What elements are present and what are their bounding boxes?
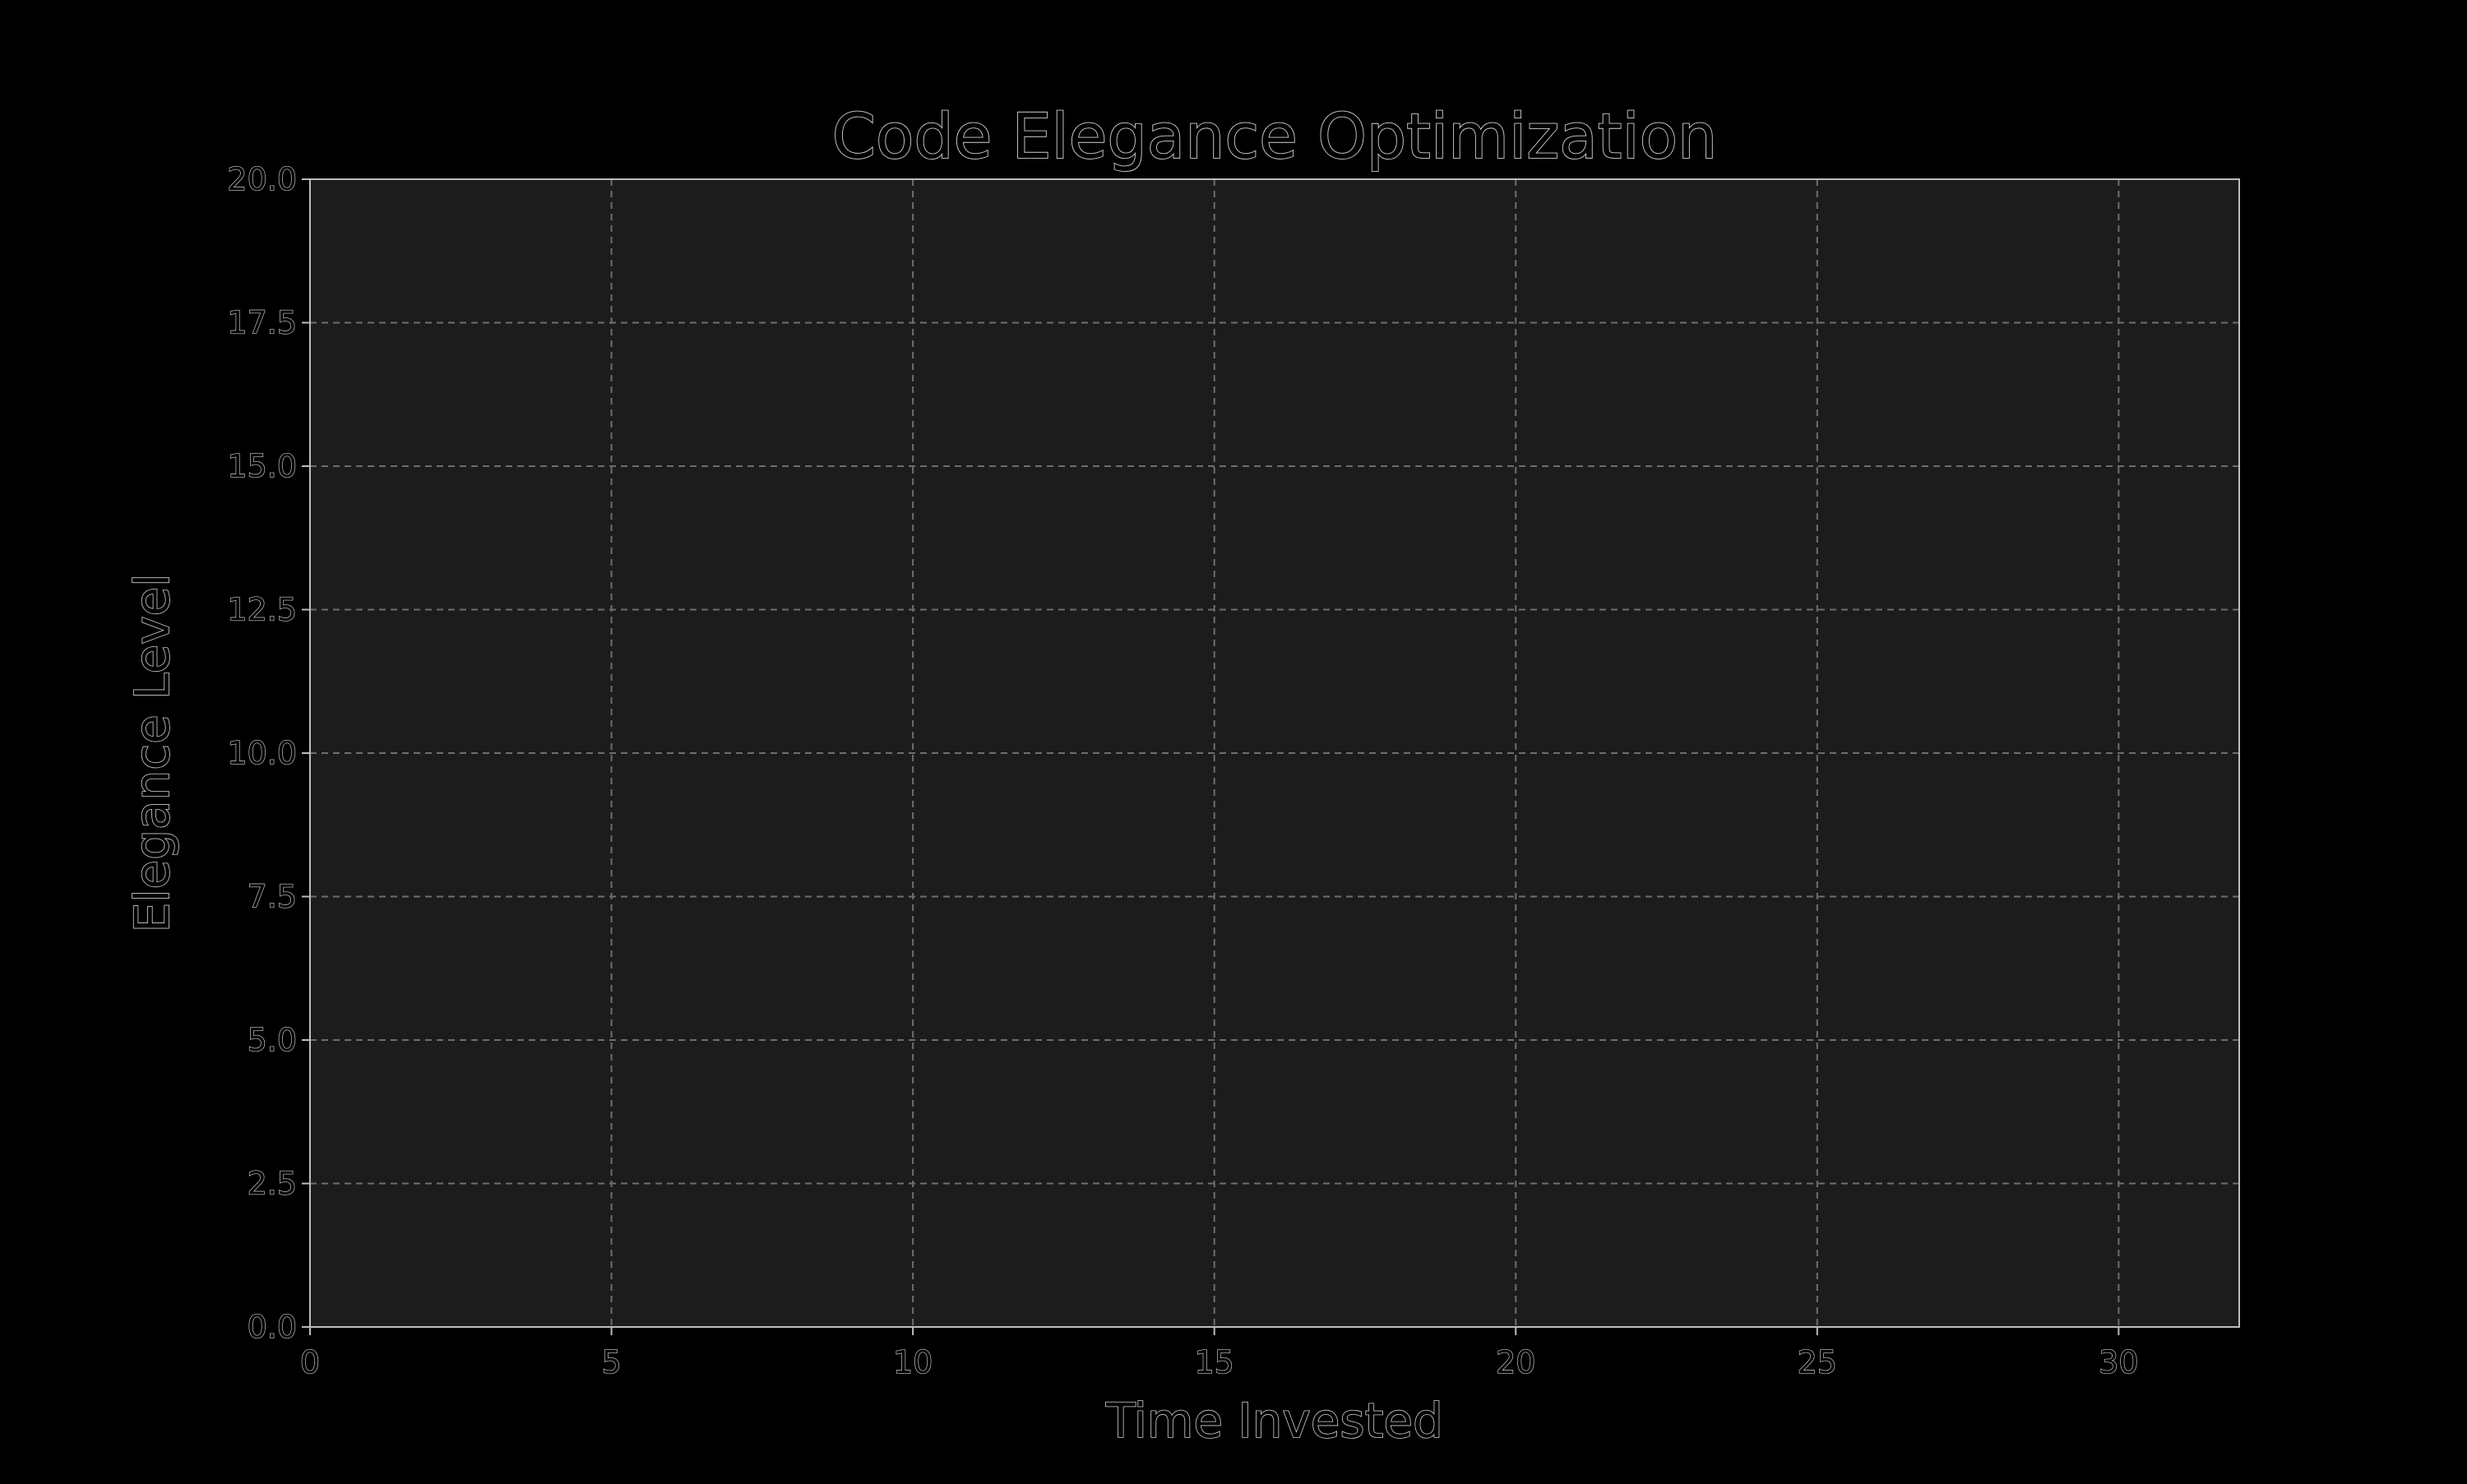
chart-title: Code Elegance Optimization	[832, 99, 1717, 173]
y-tick-label: 15.0	[227, 448, 297, 484]
y-axis: 0.0 2.5 5.0 7.5 10.0 12.5 15.0 17.5 20.0	[227, 160, 310, 1346]
x-tick-label: 0	[300, 1344, 320, 1380]
x-axis-label: Time Invested	[1105, 1393, 1443, 1449]
y-tick-label: 20.0	[227, 161, 297, 197]
x-axis: 0 5 10 15 20 25 30	[299, 1327, 2139, 1381]
x-tick-label: 5	[601, 1344, 621, 1380]
y-tick-label: 12.5	[227, 592, 297, 628]
x-tick-label: 15	[1195, 1344, 1234, 1380]
y-tick-label: 17.5	[227, 305, 297, 341]
x-tick-label: 25	[1798, 1344, 1837, 1380]
x-tick-label: 10	[893, 1344, 933, 1380]
x-tick-label: 30	[2099, 1344, 2138, 1380]
x-tick-label: 20	[1496, 1344, 1535, 1380]
y-tick-label: 0.0	[248, 1309, 297, 1345]
grid	[310, 179, 2239, 1327]
y-tick-label: 10.0	[227, 735, 297, 771]
plot-area	[310, 179, 2239, 1327]
y-tick-label: 5.0	[248, 1022, 297, 1058]
y-tick-label: 2.5	[248, 1166, 297, 1202]
y-tick-label: 7.5	[248, 879, 297, 915]
y-axis-label: Elegance Level	[124, 574, 180, 933]
